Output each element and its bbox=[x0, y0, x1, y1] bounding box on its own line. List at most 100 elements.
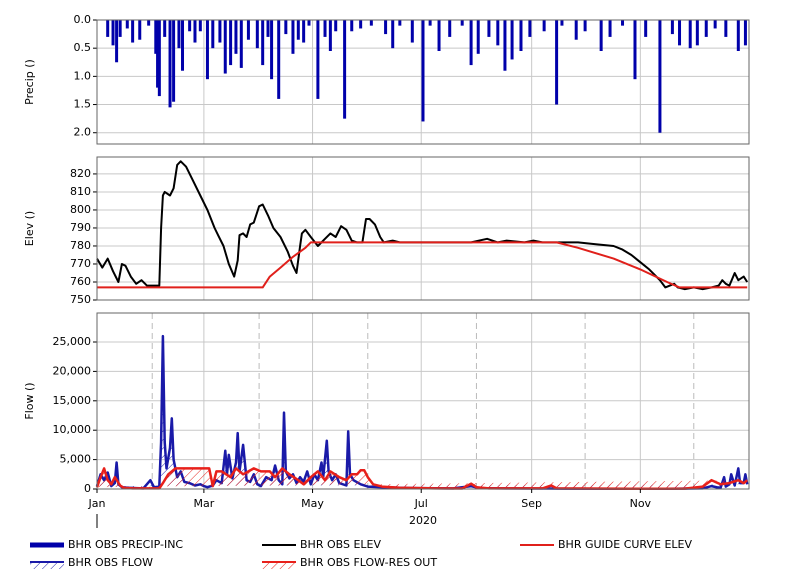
y-tick-label: 820 bbox=[70, 167, 91, 180]
bar bbox=[323, 20, 327, 37]
bar bbox=[172, 20, 176, 102]
legend-label: BHR OBS FLOW-RES OUT bbox=[300, 556, 437, 569]
bar bbox=[695, 20, 699, 46]
bar bbox=[131, 20, 135, 43]
x-tick-label: Mar bbox=[194, 497, 215, 510]
x-tick-label: Sep bbox=[521, 497, 542, 510]
bar bbox=[106, 20, 110, 37]
bar bbox=[644, 20, 648, 37]
bar bbox=[713, 20, 717, 29]
bar bbox=[460, 20, 464, 26]
bar bbox=[234, 20, 238, 54]
series-line bbox=[95, 467, 748, 490]
bar bbox=[519, 20, 523, 51]
bar bbox=[334, 20, 338, 32]
plot-frame bbox=[96, 156, 750, 301]
bar bbox=[688, 20, 692, 49]
bar bbox=[608, 20, 612, 37]
y-tick-label: 760 bbox=[70, 275, 91, 288]
bar bbox=[599, 20, 603, 51]
bar bbox=[528, 20, 532, 37]
bar bbox=[391, 20, 395, 49]
y-tick-label: 2.0 bbox=[74, 126, 92, 139]
bar bbox=[157, 20, 161, 97]
series-line bbox=[97, 241, 748, 289]
legend-label: BHR OBS FLOW bbox=[68, 556, 153, 569]
y-tick-label: 800 bbox=[70, 203, 91, 216]
bar bbox=[181, 20, 185, 71]
legend-label: BHR OBS ELEV bbox=[300, 538, 381, 551]
bar bbox=[218, 20, 222, 43]
x-axis-title: 2020 bbox=[409, 514, 437, 527]
bar bbox=[724, 20, 728, 37]
bar bbox=[560, 20, 564, 26]
legend-label: BHR OBS PRECIP-INC bbox=[68, 538, 183, 551]
bar bbox=[177, 20, 181, 49]
y-tick-label: 0 bbox=[84, 482, 91, 495]
bar bbox=[255, 20, 259, 49]
bar bbox=[168, 20, 172, 108]
y-axis-title: Flow () bbox=[23, 382, 36, 419]
y-tick-label: 25,000 bbox=[53, 335, 92, 348]
plot-frame bbox=[96, 19, 750, 145]
bar bbox=[469, 20, 473, 66]
bar bbox=[328, 20, 332, 51]
bar bbox=[111, 20, 115, 46]
bar bbox=[229, 20, 233, 66]
bar bbox=[198, 20, 202, 32]
bar bbox=[118, 20, 122, 37]
bar bbox=[125, 20, 129, 29]
bar bbox=[437, 20, 441, 51]
y-tick-label: 0.5 bbox=[74, 41, 92, 54]
bar bbox=[583, 20, 587, 32]
y-tick-label: 770 bbox=[70, 257, 91, 270]
bar bbox=[193, 20, 197, 43]
bar bbox=[736, 20, 740, 51]
bar bbox=[223, 20, 227, 74]
bar bbox=[510, 20, 514, 60]
bar bbox=[239, 20, 243, 68]
bar bbox=[284, 20, 288, 35]
bar bbox=[633, 20, 637, 80]
bar bbox=[555, 20, 559, 105]
bar bbox=[428, 20, 432, 26]
y-tick-label: 1.5 bbox=[74, 98, 92, 111]
y-tick-label: 5,000 bbox=[60, 453, 92, 466]
x-tick-label: Jul bbox=[414, 497, 428, 510]
bar bbox=[398, 20, 402, 26]
bar bbox=[574, 20, 578, 40]
y-axis-title: Elev () bbox=[23, 211, 36, 246]
bar bbox=[343, 20, 347, 119]
y-tick-label: 15,000 bbox=[53, 394, 92, 407]
bar bbox=[246, 20, 250, 40]
bar bbox=[704, 20, 708, 37]
bar bbox=[670, 20, 674, 35]
y-tick-label: 810 bbox=[70, 185, 91, 198]
bar bbox=[359, 20, 363, 29]
bar bbox=[621, 20, 625, 26]
plot-area bbox=[96, 156, 750, 301]
y-axis-title: Precip () bbox=[23, 59, 36, 105]
bar bbox=[503, 20, 507, 71]
bar bbox=[154, 20, 158, 54]
bar bbox=[316, 20, 320, 99]
bar bbox=[156, 20, 160, 88]
bar bbox=[369, 20, 373, 26]
legend-label: BHR GUIDE CURVE ELEV bbox=[558, 538, 692, 551]
bar bbox=[261, 20, 265, 66]
bar bbox=[211, 20, 215, 49]
y-tick-label: 750 bbox=[70, 293, 91, 306]
bar bbox=[542, 20, 546, 32]
bar bbox=[270, 20, 274, 80]
legend-swatch bbox=[262, 562, 296, 569]
bar bbox=[296, 20, 300, 40]
x-tick-label: May bbox=[301, 497, 324, 510]
bar bbox=[138, 20, 142, 40]
bar bbox=[448, 20, 452, 37]
bar bbox=[421, 20, 425, 122]
y-tick-label: 1.0 bbox=[74, 69, 92, 82]
bar bbox=[291, 20, 295, 54]
bar bbox=[302, 20, 306, 43]
bar bbox=[350, 20, 354, 32]
